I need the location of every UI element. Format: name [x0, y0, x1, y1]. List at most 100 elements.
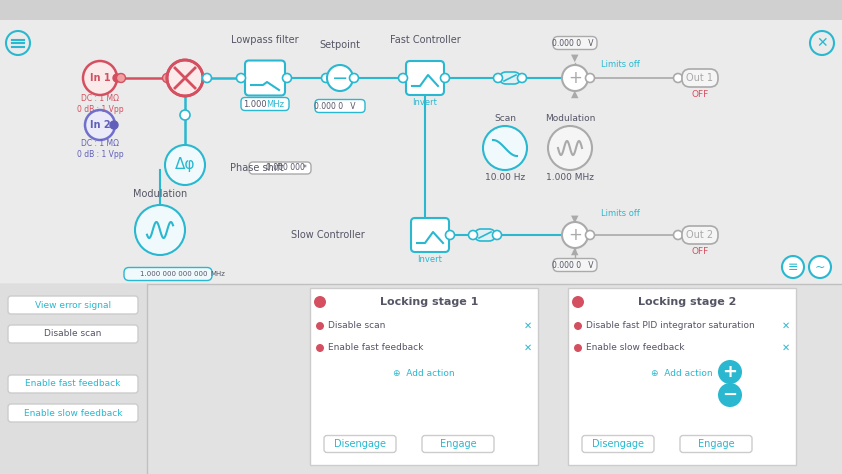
Text: ⊕  Add action: ⊕ Add action	[393, 370, 455, 379]
Text: Modulation: Modulation	[545, 113, 595, 122]
Text: ✕: ✕	[782, 321, 790, 331]
FancyBboxPatch shape	[500, 72, 520, 84]
Text: Enable slow feedback: Enable slow feedback	[586, 344, 685, 353]
Circle shape	[574, 322, 582, 330]
Text: Modulation: Modulation	[133, 189, 187, 199]
Text: Limits off: Limits off	[600, 209, 639, 218]
FancyBboxPatch shape	[406, 61, 444, 95]
Circle shape	[167, 60, 203, 96]
Circle shape	[322, 73, 331, 82]
Circle shape	[674, 230, 683, 239]
Text: Phase shift: Phase shift	[230, 163, 284, 173]
Text: View error signal: View error signal	[35, 301, 111, 310]
Text: ←: ←	[5, 5, 14, 15]
Circle shape	[493, 73, 503, 82]
Text: Setpoint: Setpoint	[319, 40, 360, 50]
Circle shape	[316, 344, 324, 352]
Text: −: −	[332, 69, 349, 88]
Text: MHz: MHz	[266, 100, 284, 109]
Text: Disable scan: Disable scan	[328, 321, 386, 330]
Circle shape	[327, 65, 353, 91]
Circle shape	[718, 360, 742, 384]
Text: Enable fast feedback: Enable fast feedback	[25, 380, 120, 389]
FancyBboxPatch shape	[8, 296, 138, 314]
Text: ≡: ≡	[788, 261, 798, 273]
Circle shape	[316, 322, 324, 330]
Text: Disable fast PID integrator saturation: Disable fast PID integrator saturation	[586, 321, 754, 330]
FancyBboxPatch shape	[8, 325, 138, 343]
FancyBboxPatch shape	[241, 98, 289, 110]
FancyBboxPatch shape	[568, 288, 796, 465]
Circle shape	[180, 110, 190, 120]
Text: 0.000 0   V: 0.000 0 V	[552, 38, 594, 47]
Circle shape	[165, 145, 205, 185]
Text: −: −	[722, 386, 738, 404]
Circle shape	[163, 73, 172, 82]
Text: □: □	[788, 5, 797, 15]
Circle shape	[116, 73, 125, 82]
Circle shape	[585, 73, 594, 82]
FancyBboxPatch shape	[124, 267, 212, 281]
Text: ✕: ✕	[524, 343, 532, 353]
Text: Laser Lock Box - Examples Lab: Laser Lock Box - Examples Lab	[120, 5, 271, 15]
Text: +: +	[722, 363, 738, 381]
Circle shape	[202, 73, 211, 82]
Text: 1.000 MHz: 1.000 MHz	[546, 173, 594, 182]
Text: DC : 1 MΩ
0 dB : 1 Vpp: DC : 1 MΩ 0 dB : 1 Vpp	[77, 94, 123, 114]
Text: Slow Controller: Slow Controller	[291, 230, 365, 240]
FancyBboxPatch shape	[553, 36, 597, 49]
Text: Invert: Invert	[413, 98, 438, 107]
Text: 0.000 000: 0.000 000	[266, 164, 305, 173]
Text: Disable scan: Disable scan	[45, 329, 102, 338]
Text: ▲: ▲	[571, 89, 578, 99]
FancyBboxPatch shape	[8, 375, 138, 393]
Text: +: +	[19, 3, 29, 17]
Text: Scan: Scan	[494, 113, 516, 122]
FancyBboxPatch shape	[310, 288, 538, 465]
Text: DC : 1 MΩ
0 dB : 1 Vpp: DC : 1 MΩ 0 dB : 1 Vpp	[77, 139, 123, 159]
Text: ✕: ✕	[782, 343, 790, 353]
Text: In 1: In 1	[90, 73, 110, 83]
Text: Invert: Invert	[418, 255, 442, 264]
Circle shape	[283, 73, 291, 82]
FancyBboxPatch shape	[682, 69, 718, 87]
Circle shape	[445, 230, 455, 239]
FancyBboxPatch shape	[249, 162, 311, 174]
Circle shape	[809, 256, 831, 278]
Text: Engage: Engage	[440, 439, 477, 449]
Circle shape	[548, 126, 592, 170]
FancyBboxPatch shape	[0, 284, 842, 474]
Circle shape	[113, 74, 121, 82]
Text: In 2: In 2	[90, 120, 110, 130]
Text: *: *	[303, 164, 306, 173]
Text: Disengage: Disengage	[334, 439, 386, 449]
Circle shape	[398, 73, 408, 82]
Text: Engage: Engage	[698, 439, 734, 449]
Circle shape	[782, 256, 804, 278]
FancyBboxPatch shape	[0, 0, 842, 20]
Text: Out 2: Out 2	[686, 230, 713, 240]
Text: 1.000 000 000 000: 1.000 000 000 000	[140, 271, 207, 277]
Circle shape	[135, 205, 185, 255]
Text: +: +	[568, 69, 582, 87]
Circle shape	[518, 73, 526, 82]
Circle shape	[718, 383, 742, 407]
FancyBboxPatch shape	[411, 218, 449, 252]
Circle shape	[314, 296, 326, 308]
Text: Enable slow feedback: Enable slow feedback	[24, 409, 122, 418]
Text: ▼: ▼	[571, 53, 578, 63]
Circle shape	[585, 230, 594, 239]
Text: ✕: ✕	[524, 321, 532, 331]
Text: ─: ─	[754, 5, 760, 15]
FancyBboxPatch shape	[680, 436, 752, 453]
Text: Locking stage 2: Locking stage 2	[637, 297, 736, 307]
FancyBboxPatch shape	[8, 404, 138, 422]
FancyBboxPatch shape	[422, 436, 494, 453]
Text: ~: ~	[815, 261, 825, 273]
Text: ✕: ✕	[816, 36, 828, 50]
Text: Disengage: Disengage	[592, 439, 644, 449]
Text: ▲: ▲	[571, 246, 578, 256]
Circle shape	[110, 121, 118, 129]
Text: Lowpass filter: Lowpass filter	[232, 35, 299, 45]
FancyBboxPatch shape	[582, 436, 654, 453]
